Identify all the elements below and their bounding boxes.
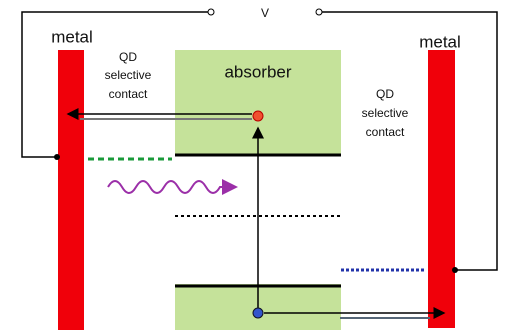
hole [253, 308, 263, 318]
junction [452, 267, 458, 273]
right-metal-label: metal [419, 32, 461, 51]
junction [54, 154, 60, 160]
electron [253, 111, 263, 121]
right-contact-label: contact [366, 125, 405, 139]
left-contact-label: QD [119, 50, 137, 64]
left-metal-label: metal [51, 27, 93, 46]
photon [108, 181, 236, 193]
wire [322, 12, 497, 270]
voltage-label: V [261, 6, 269, 20]
terminal [316, 9, 322, 15]
diagram: V metal metal absorber QD selective cont… [0, 0, 506, 332]
right-metal-bar [428, 50, 455, 328]
left-metal-bar [58, 50, 84, 330]
left-contact-label: selective [105, 68, 152, 82]
absorber-label: absorber [224, 62, 291, 81]
left-contact-label: contact [109, 87, 148, 101]
terminal [208, 9, 214, 15]
right-contact-label: selective [362, 106, 409, 120]
right-contact-label: QD [376, 87, 394, 101]
